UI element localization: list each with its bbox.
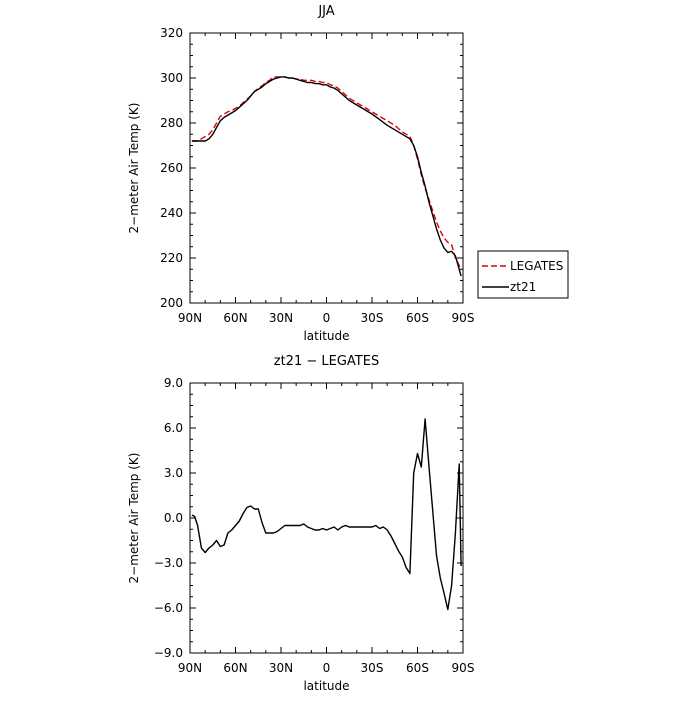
y-tick-label: 3.0 [164, 466, 183, 480]
y-tick-label: −9.0 [154, 646, 183, 660]
legend-box [477, 250, 569, 299]
legend-label-legates: LEGATES [510, 259, 563, 273]
chart-panel-1: JJA 200 220 240 260 280 300 320 90N 60N 30N 0 30S 60S… [127, 4, 569, 343]
x-tick-label: 30S [361, 661, 384, 675]
y-tick-label: 260 [160, 161, 183, 175]
series-line-zt21 [191, 76, 462, 277]
y-tick-label: 280 [160, 116, 183, 130]
x-tick-label: 0 [323, 311, 331, 325]
x-tick-label: 30N [269, 311, 293, 325]
x-tick-label: 60S [406, 661, 429, 675]
y-tick-label: 300 [160, 71, 183, 85]
y-tick-label: 0.0 [164, 511, 183, 525]
x-tick-label: 60N [223, 661, 247, 675]
y-axis-label: 2−meter Air Temp (K) [127, 453, 141, 584]
plot-frame [189, 32, 464, 304]
x-tick-label: 0 [323, 661, 331, 675]
series-line-legates [191, 76, 462, 270]
y-tick-label: 6.0 [164, 421, 183, 435]
y-tick-label: −6.0 [154, 601, 183, 615]
y-axis-label: 2−meter Air Temp (K) [127, 103, 141, 234]
plot-frame [189, 382, 464, 654]
x-tick-label: 90N [178, 311, 202, 325]
legend-label-zt21: zt21 [510, 280, 536, 294]
x-axis-label: latitude [303, 679, 349, 693]
x-tick-label: 30N [269, 661, 293, 675]
chart-title: JJA [317, 4, 334, 19]
y-tick-label: −3.0 [154, 556, 183, 570]
y-tick-label: 240 [160, 206, 183, 220]
chart-title: zt21 − LEGATES [274, 354, 379, 369]
x-tick-label: 90N [178, 661, 202, 675]
y-tick-label: 9.0 [164, 376, 183, 390]
y-tick-label: 220 [160, 251, 183, 265]
y-tick-label: 200 [160, 296, 183, 310]
legend: LEGATES zt21 [477, 250, 569, 299]
x-tick-label: 60N [223, 311, 247, 325]
x-tick-label: 60S [406, 311, 429, 325]
x-tick-label: 90S [452, 661, 475, 675]
x-tick-label: 90S [452, 311, 475, 325]
series-line-difference [191, 418, 462, 611]
x-axis-label: latitude [303, 329, 349, 343]
y-tick-label: 320 [160, 26, 183, 40]
chart-panel-2: zt21 − LEGATES −9.0 −6.0 −3.0 0.0 3.0 6.0 9.0 90… [127, 354, 474, 693]
x-tick-label: 30S [361, 311, 384, 325]
